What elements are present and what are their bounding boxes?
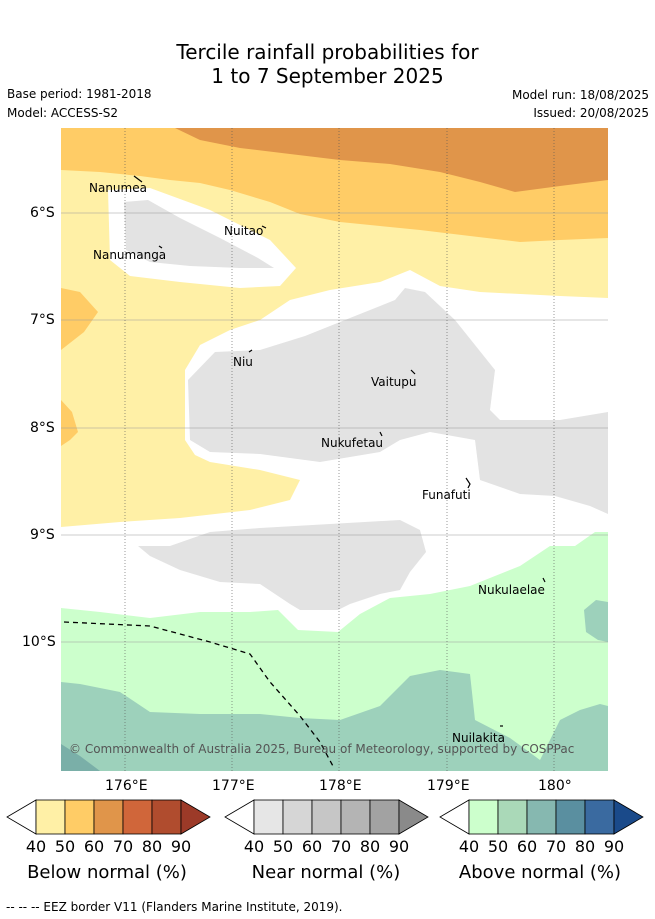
colorbar-above-normal bbox=[439, 799, 644, 835]
colorbar-below-over-triangle bbox=[180, 799, 211, 835]
colorbar-near-tick-label: 90 bbox=[388, 837, 410, 856]
colorbar-below-swatch-5 bbox=[151, 799, 182, 835]
region-near-40-central bbox=[188, 288, 608, 514]
place-label-niu: Niu bbox=[233, 355, 253, 369]
colorbar-above-swatch-1 bbox=[468, 799, 499, 835]
colorbar-near-tick-label: 80 bbox=[359, 837, 381, 856]
colorbar-near-tick-label: 50 bbox=[272, 837, 294, 856]
place-label-nanumanga: Nanumanga bbox=[93, 248, 167, 262]
lon-label-179e: 179°E bbox=[427, 778, 470, 794]
region-above-60 bbox=[61, 744, 100, 771]
legend-colorbars bbox=[6, 799, 644, 835]
title-line-1: Tercile rainfall probabilities for bbox=[176, 40, 479, 64]
colorbar-below-swatch-1 bbox=[35, 799, 66, 835]
place-label-vaitupu: Vaitupu bbox=[371, 375, 417, 389]
colorbar-above-tick-label: 50 bbox=[487, 837, 509, 856]
lat-label-9s: 9°S bbox=[30, 527, 55, 543]
map-copyright: © Commonwealth of Australia 2025, Bureau… bbox=[69, 742, 575, 756]
colorbar-below-normal bbox=[6, 799, 211, 835]
lat-label-6s: 6°S bbox=[30, 205, 55, 221]
colorbar-near-over-triangle bbox=[398, 799, 429, 835]
title-line-2: 1 to 7 September 2025 bbox=[211, 64, 444, 88]
region-below-60 bbox=[175, 128, 608, 192]
colorbar-below-tick-label: 90 bbox=[170, 837, 192, 856]
colorbar-below-tick-label: 50 bbox=[54, 837, 76, 856]
lat-label-7s: 7°S bbox=[30, 312, 55, 328]
colorbar-above-tick-label: 80 bbox=[574, 837, 596, 856]
legend-above-label: Above normal (%) bbox=[458, 862, 622, 883]
colorbar-near-swatch-5 bbox=[369, 799, 400, 835]
colorbar-above-swatch-2 bbox=[497, 799, 528, 835]
colorbar-below-tick-label: 60 bbox=[83, 837, 105, 856]
legend-near-label: Near normal (%) bbox=[251, 862, 401, 883]
colorbar-near-tick-label: 60 bbox=[301, 837, 323, 856]
colorbar-above-over-triangle bbox=[613, 799, 644, 835]
colorbar-above-swatch-5 bbox=[584, 799, 615, 835]
base-period: Base period: 1981-2018 bbox=[7, 87, 152, 101]
colorbar-above-swatch-3 bbox=[526, 799, 557, 835]
colorbar-below-swatch-4 bbox=[122, 799, 153, 835]
colorbar-above-tick-label: 70 bbox=[545, 837, 567, 856]
colorbar-below-swatch-2 bbox=[64, 799, 95, 835]
model-name: Model: ACCESS-S2 bbox=[7, 106, 119, 120]
eez-border-line bbox=[63, 621, 335, 769]
lon-label-178e: 178°E bbox=[319, 778, 362, 794]
colorbar-below-swatch-3 bbox=[93, 799, 124, 835]
lon-label-177e: 177°E bbox=[212, 778, 255, 794]
colorbar-near-under-triangle bbox=[224, 799, 255, 835]
lat-label-10s: 10°S bbox=[22, 634, 56, 650]
issued-date: Issued: 20/08/2025 bbox=[533, 106, 649, 120]
region-near-40-south bbox=[138, 520, 426, 610]
region-above-50 bbox=[61, 670, 608, 771]
eez-footnote: -- -- -- EEZ border V11 (Flanders Marine… bbox=[6, 900, 343, 914]
map-title: Tercile rainfall probabilities for 1 to … bbox=[0, 40, 655, 88]
lon-label-180: 180° bbox=[538, 778, 572, 794]
place-label-nukufetau: Nukufetau bbox=[321, 436, 384, 450]
colorbar-below-under-triangle bbox=[6, 799, 37, 835]
colorbar-below-tick-label: 40 bbox=[25, 837, 47, 856]
colorbar-near-normal bbox=[224, 799, 429, 835]
colorbar-below-tick-label: 80 bbox=[141, 837, 163, 856]
place-label-nukulaelae: Nukulaelae bbox=[478, 583, 545, 597]
legend-below-label: Below normal (%) bbox=[27, 862, 187, 883]
place-label-nanumea: Nanumea bbox=[89, 181, 147, 195]
colorbar-near-tick-label: 40 bbox=[243, 837, 265, 856]
region-near-40-north bbox=[124, 200, 274, 268]
lat-label-8s: 8°S bbox=[30, 420, 55, 436]
colorbar-above-tick-label: 60 bbox=[516, 837, 538, 856]
model-run: Model run: 18/08/2025 bbox=[511, 88, 649, 102]
place-label-funafuti: Funafuti bbox=[422, 488, 471, 502]
colorbar-near-swatch-2 bbox=[282, 799, 313, 835]
colorbar-near-swatch-1 bbox=[253, 799, 284, 835]
colorbar-near-tick-label: 70 bbox=[330, 837, 352, 856]
colorbar-above-swatch-4 bbox=[555, 799, 586, 835]
map-area bbox=[61, 128, 608, 771]
colorbar-near-swatch-4 bbox=[340, 799, 371, 835]
graticule bbox=[61, 128, 608, 771]
colorbar-above-under-triangle bbox=[439, 799, 470, 835]
place-label-nuitao: Nuitao bbox=[224, 224, 264, 238]
island-marks bbox=[133, 175, 546, 727]
colorbar-below-tick-label: 70 bbox=[112, 837, 134, 856]
colorbar-near-swatch-3 bbox=[311, 799, 342, 835]
lon-label-176e: 176°E bbox=[105, 778, 148, 794]
colorbar-above-tick-label: 90 bbox=[603, 837, 625, 856]
place-label-nuilakita: Nuilakita bbox=[452, 731, 505, 745]
colorbar-above-tick-label: 40 bbox=[458, 837, 480, 856]
